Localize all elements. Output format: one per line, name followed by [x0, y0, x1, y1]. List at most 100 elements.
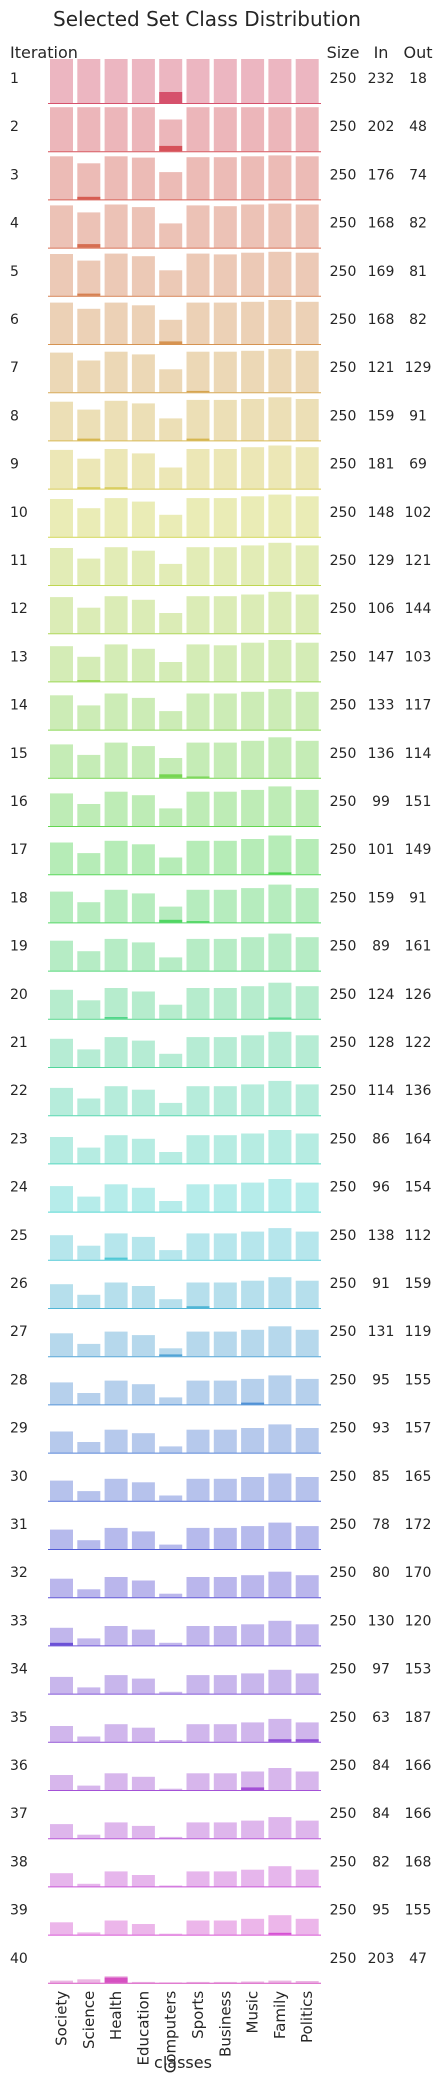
out-value: 91 — [409, 890, 427, 906]
size-value: 250 — [330, 1806, 357, 1822]
class-bar — [186, 302, 210, 344]
iteration-label: 38 — [10, 1854, 28, 1870]
class-bar — [50, 1480, 73, 1501]
class-bar — [77, 1736, 101, 1742]
class-bar — [77, 1979, 101, 1983]
in-value: 168 — [368, 312, 395, 328]
size-value: 250 — [330, 312, 357, 328]
iteration-label: 29 — [10, 1421, 28, 1437]
class-bar — [186, 1331, 210, 1357]
size-value: 250 — [330, 1372, 357, 1388]
class-bar — [159, 758, 183, 778]
size-header: Size — [327, 43, 360, 62]
class-bar — [50, 940, 73, 971]
class-bar — [159, 1397, 183, 1405]
out-value: 82 — [409, 216, 427, 232]
out-value: 157 — [405, 1421, 432, 1437]
class-bar — [268, 982, 292, 1019]
iteration-label: 27 — [10, 1324, 28, 1340]
selected-bar — [77, 244, 101, 248]
out-value: 103 — [405, 649, 432, 665]
out-value: 170 — [405, 1565, 432, 1581]
class-bar — [213, 399, 237, 441]
class-bar — [295, 1771, 319, 1790]
class-bar — [295, 301, 319, 344]
class-bar — [241, 1477, 265, 1501]
class-bar — [241, 545, 265, 585]
iteration-row: 14 250 133 117 — [10, 689, 431, 731]
out-value: 69 — [409, 457, 427, 473]
size-value: 250 — [330, 1565, 357, 1581]
class-bar — [131, 501, 155, 537]
selected-bar — [104, 1017, 128, 1019]
class-bar — [104, 1527, 128, 1549]
class-bar — [213, 547, 237, 585]
in-value: 148 — [368, 505, 395, 521]
iteration-label: 21 — [10, 1035, 28, 1051]
class-bar — [295, 594, 319, 634]
class-bar — [213, 1184, 237, 1212]
class-bar — [50, 1431, 73, 1453]
iteration-row: 10 250 148 102 — [10, 494, 431, 538]
class-bar — [241, 252, 265, 296]
class-bar — [50, 59, 73, 103]
class-bar — [159, 1740, 183, 1742]
class-bar — [104, 1577, 128, 1598]
class-bar — [77, 1540, 101, 1549]
class-bar — [159, 808, 183, 826]
class-bar — [50, 548, 73, 585]
selected-bar — [104, 1977, 128, 1983]
selected-bar — [186, 921, 210, 923]
selected-bar — [77, 487, 101, 489]
class-bar — [186, 1527, 210, 1549]
class-bar — [268, 1424, 292, 1453]
iteration-row: 30 250 85 165 — [10, 1469, 431, 1502]
selected-bar — [186, 390, 210, 393]
iteration-row: 21 250 128 122 — [10, 1031, 432, 1068]
in-value: 93 — [372, 1421, 390, 1437]
in-value: 99 — [372, 794, 390, 810]
class-bar — [295, 1329, 319, 1357]
iteration-row: 38 250 82 168 — [10, 1854, 431, 1888]
selected-bar — [159, 1354, 183, 1357]
class-bar — [241, 447, 265, 489]
class-bar — [77, 1687, 101, 1694]
class-bar — [295, 59, 319, 103]
out-value: 114 — [405, 746, 432, 762]
iteration-row: 20 250 124 126 — [10, 982, 431, 1020]
iteration-row: 19 250 89 161 — [10, 933, 431, 972]
class-bar — [104, 1675, 128, 1694]
class-bar — [131, 1580, 155, 1598]
iteration-row: 16 250 99 151 — [10, 786, 431, 827]
out-header: Out — [403, 43, 432, 62]
size-value: 250 — [330, 1131, 357, 1147]
class-bar — [241, 1084, 265, 1116]
class-bar — [241, 1035, 265, 1067]
class-bar — [104, 1086, 128, 1116]
class-bar — [104, 1871, 128, 1887]
in-header: In — [374, 43, 389, 62]
class-bar — [295, 1722, 319, 1742]
out-value: 166 — [405, 1806, 432, 1822]
out-value: 165 — [405, 1469, 432, 1485]
class-bar — [186, 889, 210, 923]
in-value: 169 — [368, 264, 395, 280]
selected-bar — [50, 1642, 73, 1646]
class-bar — [213, 889, 237, 923]
class-bar — [77, 1834, 101, 1839]
iteration-row: 37 250 84 166 — [10, 1806, 432, 1840]
class-bar — [268, 1179, 292, 1212]
out-value: 122 — [405, 1035, 432, 1051]
class-bar — [159, 1250, 183, 1260]
class-bar — [186, 1822, 210, 1839]
iteration-label: 28 — [10, 1372, 28, 1388]
class-bar — [131, 550, 155, 585]
class-bar — [241, 642, 265, 682]
class-bar — [104, 693, 128, 730]
class-bar — [159, 319, 183, 344]
in-value: 101 — [368, 842, 395, 858]
size-value: 250 — [330, 1228, 357, 1244]
class-bar — [50, 1087, 73, 1116]
class-bar — [77, 607, 101, 634]
size-value: 250 — [330, 264, 357, 280]
